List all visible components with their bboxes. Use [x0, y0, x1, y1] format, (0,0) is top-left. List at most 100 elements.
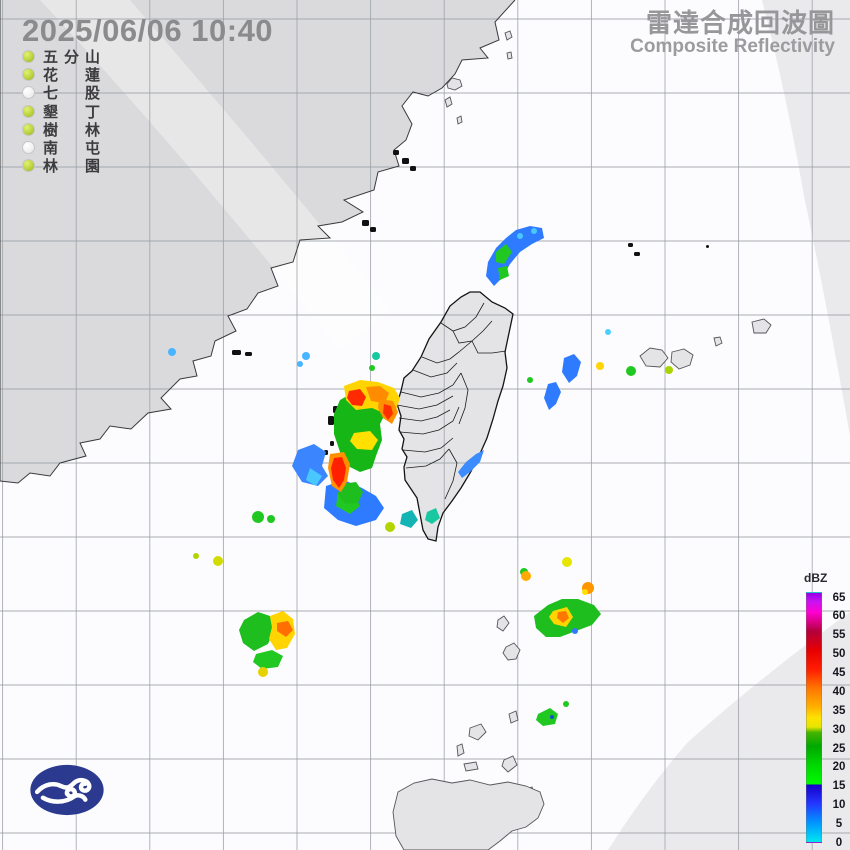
county-border [398, 409, 451, 422]
station-status-dot [22, 49, 35, 63]
island-outline [713, 336, 723, 347]
islet-speck [245, 352, 252, 356]
radar-echo [277, 621, 293, 637]
radar-echo-speck [258, 667, 268, 677]
station-name: 七股 [43, 82, 100, 103]
radar-echo-speck [297, 361, 303, 367]
islet-speck [370, 227, 376, 232]
station-status-dot [22, 141, 35, 155]
radar-echo-speck [521, 571, 531, 581]
station-name: 樹林 [43, 119, 100, 140]
light-streak [40, 0, 390, 350]
radar-echo-speck [531, 228, 537, 234]
china-landmass [0, 0, 515, 483]
county-border [399, 406, 460, 435]
island-outline [456, 115, 463, 125]
out-of-range-area [762, 0, 850, 436]
china-coastline [0, 0, 516, 484]
station-status-dot [22, 159, 35, 173]
station-name-char: 山 [84, 48, 100, 66]
radar-echo-speck [193, 553, 199, 559]
radar-echo-speck [369, 365, 375, 371]
radar-echo-speck [372, 352, 380, 360]
station-name-char: 蓮 [84, 66, 100, 84]
station-name-char: 花 [43, 66, 59, 84]
islet-speck [634, 252, 640, 256]
radar-echo-speck [168, 348, 176, 356]
radar-echo [331, 457, 346, 488]
radar-echo-speck [252, 511, 264, 523]
radar-echo [562, 354, 581, 383]
product-title: 雷達合成回波圖 Composite Reflectivity [630, 8, 835, 57]
station-name-char: 墾 [43, 103, 59, 121]
station-name: 墾丁 [43, 101, 100, 122]
county-border [471, 340, 507, 354]
county-border [396, 395, 454, 410]
islet-speck [402, 158, 409, 164]
station-status-dot [22, 122, 35, 136]
radar-echo [557, 611, 569, 623]
station-status-dot [22, 104, 35, 118]
radar-echo-speck [582, 589, 588, 595]
county-border [421, 340, 473, 364]
islet-speck [330, 441, 334, 446]
island-outline [456, 743, 465, 757]
radar-echo-speck [302, 352, 310, 360]
county-border [412, 362, 458, 378]
out-of-range-area [608, 612, 850, 850]
radar-echo-speck [596, 362, 604, 370]
islet-speck [232, 350, 241, 355]
radar-echo-speck [385, 522, 395, 532]
islet-speck [628, 243, 633, 247]
cwb-logo-swirl [34, 777, 92, 804]
islet-speck [706, 245, 709, 248]
radar-echo [544, 382, 561, 410]
station-name-char: 七 [43, 85, 59, 103]
station-name-char: 分 [63, 48, 79, 66]
radar-echo-speck [213, 556, 223, 566]
radar-echo [400, 510, 418, 528]
station-row: 七股 [0, 84, 100, 102]
island-outline [468, 723, 487, 741]
station-row: 花蓮 [0, 65, 100, 84]
islet-speck [393, 150, 399, 155]
island-outline [751, 318, 772, 334]
radar-echo [366, 386, 389, 403]
island-outline [463, 761, 479, 772]
island-outline [639, 347, 669, 368]
island-outline [392, 778, 545, 850]
radar-echo [239, 612, 273, 651]
county-border [402, 437, 454, 453]
product-title-zh: 雷達合成回波圖 [645, 8, 835, 38]
radar-echo [383, 404, 393, 420]
station-row: 五分山 [0, 47, 100, 66]
radar-echo [458, 450, 484, 478]
county-border [458, 372, 469, 425]
radar-echo-speck [563, 701, 569, 707]
islet-speck [362, 220, 369, 226]
county-border [444, 448, 458, 500]
radar-echo [338, 482, 363, 504]
radar-echo-speck [267, 515, 275, 523]
radar-echo [253, 650, 283, 669]
station-name-char: 園 [84, 158, 100, 176]
station-status-dot [22, 67, 35, 81]
station-name-char: 南 [43, 140, 59, 158]
station-name: 南屯 [43, 137, 100, 158]
island-outline [670, 348, 694, 370]
station-row: 林園 [0, 157, 100, 175]
radar-echo-speck [527, 377, 533, 383]
radar-echo [536, 708, 558, 726]
islet-speck [410, 166, 416, 171]
radar-echo [334, 390, 386, 472]
radar-echo-speck [550, 715, 554, 719]
county-border [400, 372, 462, 398]
station-name-char: 丁 [84, 103, 100, 121]
island-outline [446, 77, 463, 91]
station-status-dot [22, 86, 35, 100]
radar-echo-speck [572, 628, 578, 634]
station-row: 南屯 [0, 137, 100, 158]
station-name-char: 股 [84, 85, 100, 103]
